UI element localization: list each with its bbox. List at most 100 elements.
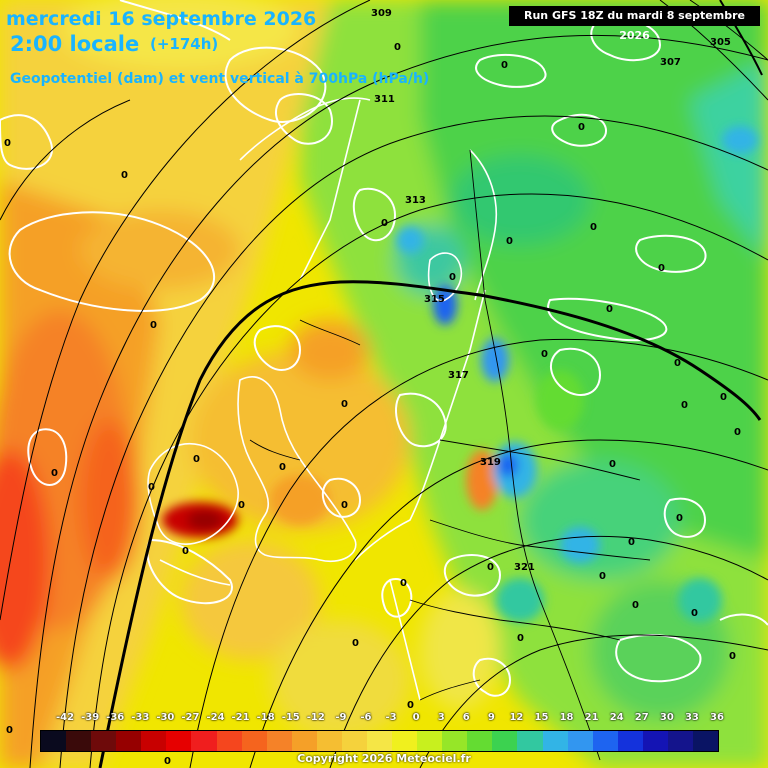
colorbar-tick-label: 30	[659, 712, 674, 723]
colorbar-swatch	[241, 731, 267, 751]
colorbar-tick-label: -21	[231, 712, 250, 723]
forecast-time: 2:00 locale	[10, 32, 140, 56]
isohypse-315-thick	[98, 280, 762, 768]
zero-label: 0	[578, 122, 585, 133]
colorbar-swatch	[417, 731, 443, 751]
colorbar-swatch	[567, 731, 593, 751]
zero-label: 0	[681, 400, 688, 411]
colorbar-swatch	[642, 731, 668, 751]
parameter-title: Geopotentiel (dam) et vent vertical à 70…	[10, 71, 430, 87]
colorbar-tick-label: -36	[106, 712, 125, 723]
colorbar-tick-label: 9	[487, 712, 495, 723]
colorbar-tick-label: 3	[437, 712, 445, 723]
colorbar-swatch	[141, 731, 167, 751]
colorbar-ticks: -42 -39 -36 -33 -30 -27 -24 -21 -18 -15 -12 -9 -6 -3 0…	[40, 712, 724, 728]
colorbar-tick-label: -24	[206, 712, 225, 723]
zero-label: 0	[148, 482, 155, 493]
colorbar-tick-label: -27	[181, 712, 200, 723]
colorbar-swatch	[517, 731, 543, 751]
isohypse-label: 311	[374, 94, 395, 105]
colorbar-swatch	[667, 731, 694, 751]
colorbar-swatch	[592, 731, 618, 751]
colorbar-tick-label: -39	[81, 712, 100, 723]
zero-label: 0	[407, 700, 414, 711]
isohypse-label: 305	[710, 37, 731, 48]
zero-label: 0	[590, 222, 597, 233]
colorbar-tick-label: 24	[609, 712, 624, 723]
colorbar-swatch	[542, 731, 568, 751]
colorbar-tick-label: -15	[281, 712, 300, 723]
zero-label: 0	[599, 571, 606, 582]
colorbar-swatch	[91, 731, 117, 751]
colorbar-tick-label: 27	[634, 712, 649, 723]
colorbar-swatch	[693, 731, 719, 751]
zero-label: 0	[734, 427, 741, 438]
zero-label: 0	[341, 500, 348, 511]
colorbar-tick-label: 6	[462, 712, 470, 723]
copyright-text: Copyright 2026 Meteociel.fr	[297, 752, 471, 765]
colorbar-tick-label: -9	[335, 712, 347, 723]
colorbar-tick-label: 18	[559, 712, 574, 723]
zero-label: 0	[400, 578, 407, 589]
zero-label: 0	[674, 358, 681, 369]
colorbar-tick-label: -3	[385, 712, 397, 723]
isohypse-label: 307	[660, 57, 681, 68]
colorbar-tick-label: -33	[131, 712, 150, 723]
isohypse-label: 315	[424, 294, 445, 305]
zero-label: 0	[121, 170, 128, 181]
colorbar-swatch	[191, 731, 217, 751]
isohypse-label: 317	[448, 370, 469, 381]
zero-label: 0	[394, 42, 401, 53]
colorbar-swatch	[442, 731, 468, 751]
forecast-date: mercredi 16 septembre 2026	[6, 8, 317, 30]
zero-label: 0	[6, 725, 13, 736]
colorbar-swatch	[617, 731, 643, 751]
zero-label: 0	[164, 756, 171, 767]
zero-label: 0	[541, 349, 548, 360]
colorbar-tick-label: -30	[156, 712, 175, 723]
zero-label: 0	[150, 320, 157, 331]
colorbar-tick-label: -18	[256, 712, 275, 723]
colorbar-tick-label: -6	[360, 712, 372, 723]
colorbar-tick-label: 21	[584, 712, 599, 723]
colorbar-swatch	[467, 731, 493, 751]
zero-label: 0	[729, 651, 736, 662]
colorbar-swatch	[66, 731, 92, 751]
zero-label: 0	[51, 468, 58, 479]
colorbar-swatch	[341, 731, 368, 751]
zero-label: 0	[720, 392, 727, 403]
zero-contours	[0, 0, 768, 697]
isohypse-label: 321	[514, 562, 535, 573]
isohypse-labels: 309 311 313 315 317 319 321 305 307	[371, 8, 731, 573]
zero-label: 0	[632, 600, 639, 611]
zero-label: 0	[501, 60, 508, 71]
zero-label: 0	[449, 272, 456, 283]
colorbar-swatch	[166, 731, 192, 751]
colorbar-tick-label: -12	[306, 712, 325, 723]
zero-label: 0	[658, 263, 665, 274]
colorbar-tick-label: 0	[412, 712, 420, 723]
colorbar-swatch	[367, 731, 393, 751]
zero-label: 0	[381, 218, 388, 229]
zero-label: 0	[487, 562, 494, 573]
colorbar-swatch	[492, 731, 518, 751]
colorbar-swatch	[216, 731, 242, 751]
zero-label: 0	[352, 638, 359, 649]
isohypse-label: 319	[480, 457, 501, 468]
forecast-lead-time: (+174h)	[150, 35, 219, 53]
zero-label: 0	[691, 608, 698, 619]
colorbar-tick-label: 36	[710, 712, 724, 723]
colorbar-legend	[40, 730, 719, 752]
zero-label: 0	[506, 236, 513, 247]
isohypse-label: 309	[371, 8, 392, 19]
zero-label: 0	[4, 138, 11, 149]
zero-label: 0	[279, 462, 286, 473]
country-borders	[249, 149, 651, 761]
zero-label: 0	[609, 459, 616, 470]
zero-label: 0	[606, 304, 613, 315]
colorbar-swatch	[266, 731, 292, 751]
zero-labels: 0 0 0 0 0 0 0 0 0 0 0 0 0 0 0 0 0 0 0 0 …	[4, 42, 741, 767]
